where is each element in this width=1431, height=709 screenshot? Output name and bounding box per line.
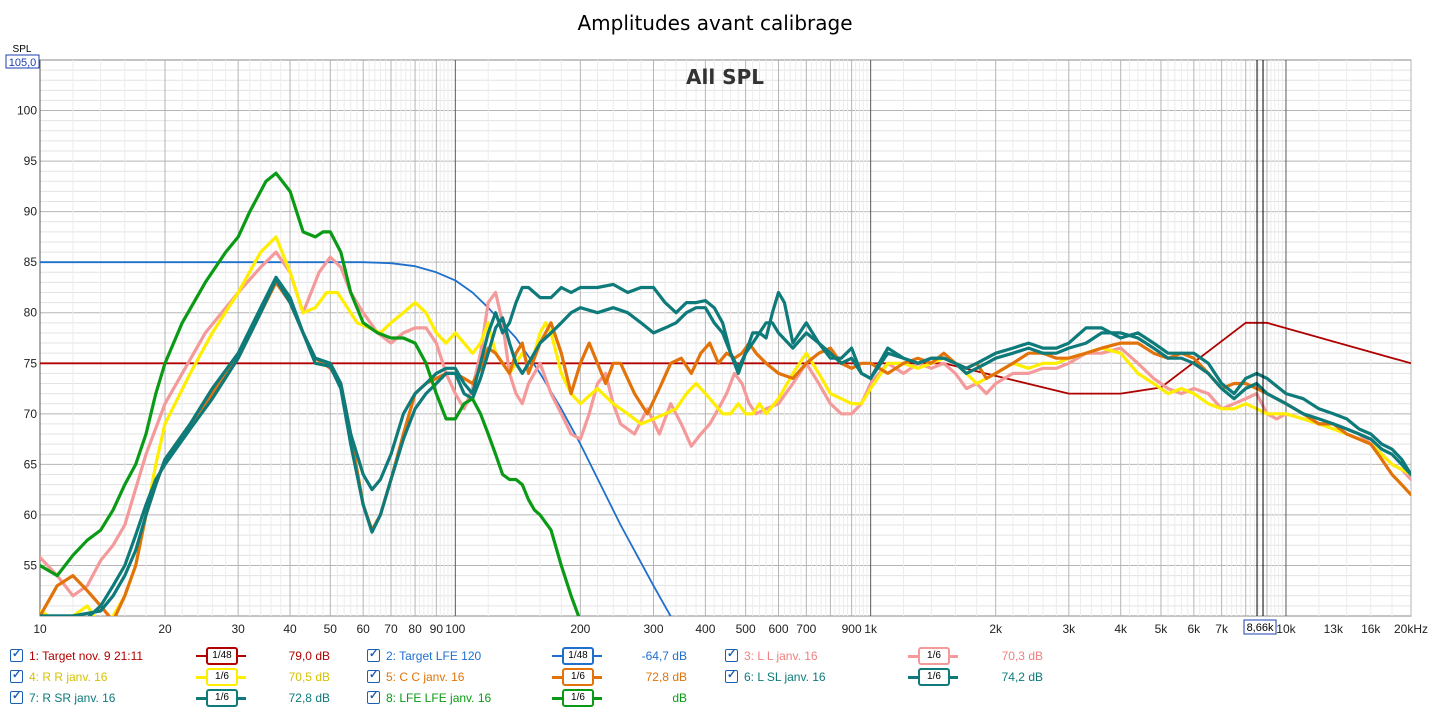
x-tick-label: 200 — [570, 622, 590, 636]
spl-chart: Amplitudes avant calibrage 55 60 65 70 75 80 8… — [5, 11, 1428, 636]
y-max-box[interactable] — [5, 54, 40, 69]
smoothing-button[interactable]: 1/6 — [918, 668, 950, 686]
x-tick-label: 13k — [1324, 622, 1344, 636]
legend-value: 72,8 dB — [288, 691, 330, 705]
legend-item-8[interactable]: 8: LFE LFE janv. 16 1/6 dB — [0, 689, 1100, 707]
x-tick-label: 600 — [768, 622, 788, 636]
legend-item-3[interactable]: 3: L L janv. 16 1/6 70,3 dB — [0, 647, 1100, 665]
x-tick-label: 30 — [231, 622, 245, 636]
x-tick-label: 7k — [1215, 622, 1229, 636]
smoothing-button[interactable]: 1/6 — [918, 647, 950, 665]
legend-name: 8: LFE LFE janv. 16 — [386, 691, 492, 705]
legend-name: 7: R SR janv. 16 — [29, 691, 116, 705]
visibility-checkbox[interactable] — [725, 647, 738, 662]
legend-name: 3: L L janv. 16 — [744, 649, 818, 663]
smoothing-button[interactable]: 1/48 — [562, 647, 594, 665]
series-line-7 — [40, 277, 1411, 616]
legend-item-6[interactable]: 6: L SL janv. 16 1/6 74,2 dB — [0, 668, 1100, 686]
cursor[interactable] — [1256, 60, 1264, 616]
y-tick-label: 75 — [24, 356, 38, 370]
legend-value: 70,3 dB — [1001, 649, 1043, 663]
smoothing-button[interactable]: 1/6 — [206, 689, 238, 707]
legend-name: 5: C C janv. 16 — [386, 670, 465, 684]
x-tick-label: 90 — [430, 622, 444, 636]
y-tick-label: 95 — [24, 154, 38, 168]
chart-subtitle: All SPL — [686, 65, 764, 89]
smoothing-button[interactable]: 1/6 — [562, 689, 594, 707]
cursor-label: 8,66k — [1247, 622, 1274, 634]
series-line-2 — [40, 261, 672, 616]
y-tick-label: 55 — [24, 558, 38, 572]
legend-name: 2: Target LFE 120 — [386, 649, 482, 663]
legend-value: 74,2 dB — [1001, 670, 1043, 684]
legend-name: 1: Target nov. 9 21:11 — [29, 649, 144, 663]
x-tick-label: 16k — [1361, 622, 1381, 636]
grid — [39, 60, 1412, 616]
x-tick-label: 20 — [158, 622, 172, 636]
cursor-label-box — [1243, 619, 1277, 635]
x-tick-label: 4k — [1114, 622, 1128, 636]
visibility-checkbox[interactable] — [10, 647, 23, 662]
visibility-checkbox[interactable] — [367, 647, 380, 662]
x-tick-label: 20kHz — [1394, 622, 1428, 636]
legend-item-2[interactable]: 2: Target LFE 120 1/48 -64,7 dB — [0, 647, 1100, 665]
series-line-6 — [40, 275, 1411, 616]
x-tick-label: 500 — [736, 622, 756, 636]
legend-value: 79,0 dB — [288, 649, 330, 663]
visibility-checkbox[interactable] — [367, 689, 380, 704]
x-tick-label: 300 — [643, 622, 663, 636]
visibility-checkbox[interactable] — [10, 668, 23, 683]
smoothing-button[interactable]: 1/6 — [206, 668, 238, 686]
y-tick-label: 90 — [24, 205, 38, 219]
legend-item-1[interactable]: 1: Target nov. 9 21:11 1/48 79,0 dB — [0, 647, 1100, 665]
x-tick-label: 80 — [408, 622, 422, 636]
x-tick-label: 2k — [989, 622, 1003, 636]
x-tick-label: 40 — [283, 622, 297, 636]
legend-name: 6: L SL janv. 16 — [744, 670, 826, 684]
chart-title: Amplitudes avant calibrage — [577, 11, 852, 35]
smoothing-button[interactable]: 1/48 — [206, 647, 238, 665]
y-tick-label: 60 — [24, 508, 38, 522]
legend-item-5[interactable]: 5: C C janv. 16 1/6 72,8 dB — [0, 668, 1100, 686]
y-tick-label: 80 — [24, 306, 38, 320]
x-tick-label: 50 — [324, 622, 338, 636]
legend-item-4[interactable]: 4: R R janv. 16 1/6 70,5 dB — [0, 668, 1100, 686]
y-max-label: 105,0 — [9, 57, 37, 69]
x-tick-label: 6k — [1187, 622, 1201, 636]
visibility-checkbox[interactable] — [367, 668, 380, 683]
x-tick-label: 400 — [695, 622, 715, 636]
y-tick-label: 85 — [24, 255, 38, 269]
legend-item-7[interactable]: 7: R SR janv. 16 1/6 72,8 dB — [0, 689, 1100, 707]
x-tick-label: 70 — [384, 622, 398, 636]
y-axis-label: SPL — [13, 44, 32, 55]
curves — [40, 171, 1411, 616]
visibility-checkbox[interactable] — [10, 689, 23, 704]
x-tick-label: 60 — [357, 622, 371, 636]
series-line-8 — [40, 171, 581, 616]
y-tick-label: 70 — [24, 407, 38, 421]
x-tick-label: 1k — [864, 622, 878, 636]
x-tick-label: 10k — [1276, 622, 1296, 636]
x-tick-label: 100 — [445, 622, 465, 636]
x-tick-label: 10 — [33, 622, 47, 636]
x-tick-label: 3k — [1062, 622, 1076, 636]
smoothing-button[interactable]: 1/6 — [562, 668, 594, 686]
series-line-4 — [40, 235, 1411, 616]
legend-value: 70,5 dB — [288, 670, 330, 684]
legend-value: 72,8 dB — [645, 670, 687, 684]
legend-value: -64,7 dB — [641, 649, 687, 663]
x-tick-label: 700 — [796, 622, 816, 636]
y-tick-label: 65 — [24, 457, 38, 471]
y-tick-label: 100 — [17, 104, 37, 118]
visibility-checkbox[interactable] — [725, 668, 738, 683]
x-tick-label: 900 — [842, 622, 862, 636]
x-tick-label: 5k — [1155, 622, 1169, 636]
legend-value: dB — [672, 691, 687, 705]
legend-name: 4: R R janv. 16 — [29, 670, 108, 684]
